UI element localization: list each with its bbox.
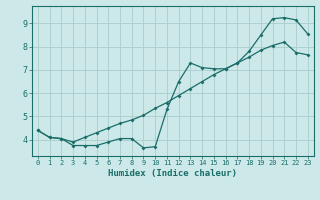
X-axis label: Humidex (Indice chaleur): Humidex (Indice chaleur)	[108, 169, 237, 178]
